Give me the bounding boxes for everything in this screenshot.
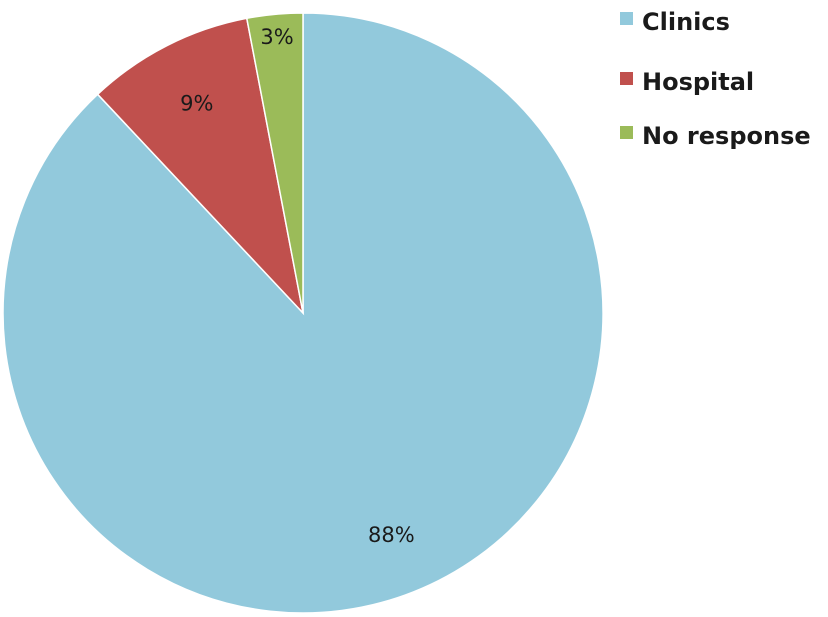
- legend-label-hospital: Hospital: [642, 68, 754, 96]
- pie-data-labels: 88% 9% 3%: [180, 25, 415, 547]
- data-label-no-response: 3%: [260, 25, 293, 49]
- pie-slice-hospital: [96, 17, 305, 316]
- legend-entry-no-response: No response: [620, 122, 811, 150]
- legend: Clinics Hospital No response: [620, 8, 811, 150]
- legend-swatch-no-response: [620, 126, 633, 139]
- pie-slices: [2, 12, 604, 614]
- legend-label-no-response: No response: [642, 122, 811, 150]
- pie-slice-clinics: [2, 12, 604, 614]
- legend-entry-hospital: Hospital: [620, 68, 754, 96]
- legend-swatch-clinics: [620, 12, 633, 25]
- legend-swatch-hospital: [620, 72, 633, 85]
- legend-label-clinics: Clinics: [642, 8, 730, 36]
- pie-slice-no-response: [245, 12, 304, 314]
- data-label-clinics: 88%: [368, 523, 415, 547]
- data-label-hospital: 9%: [180, 92, 213, 116]
- legend-entry-clinics: Clinics: [620, 8, 730, 36]
